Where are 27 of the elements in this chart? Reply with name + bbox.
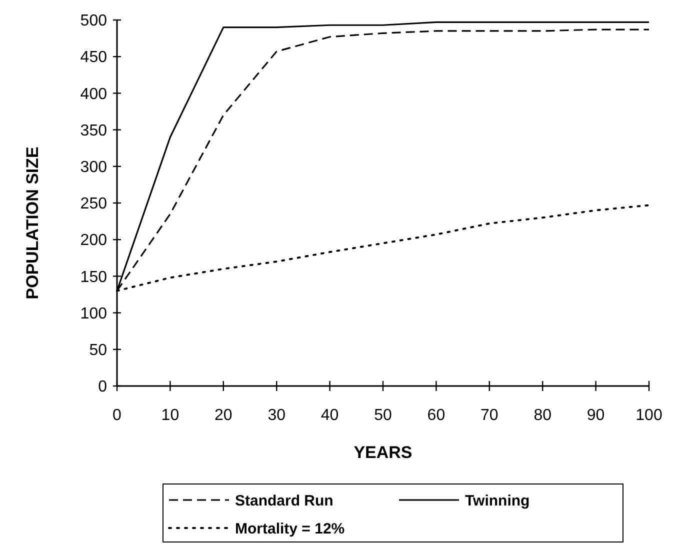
y-tick-label: 300: [80, 159, 108, 176]
y-tick-label: 150: [80, 268, 108, 286]
legend-label: Mortality = 12%: [235, 520, 345, 538]
y-axis-title: POPULATION SIZE: [23, 146, 42, 300]
y-tick-label: 500: [80, 12, 108, 30]
x-tick-label: 0: [112, 407, 122, 424]
y-tick-label: 100: [80, 305, 108, 322]
x-tick-label: 60: [427, 407, 446, 424]
x-tick-label: 90: [586, 407, 605, 424]
x-tick-label: 70: [480, 407, 498, 424]
x-tick-label: 100: [636, 407, 662, 424]
y-tick-label: 400: [80, 86, 108, 103]
y-tick-label: 200: [80, 232, 108, 250]
y-tick-label: 450: [80, 49, 108, 66]
y-tick-label: 250: [80, 196, 108, 213]
x-tick-label: 80: [534, 407, 552, 424]
x-tick-label: 50: [374, 407, 392, 424]
y-tick-label: 350: [80, 122, 108, 140]
y-tick-label: 0: [98, 378, 108, 396]
x-tick-label: 20: [214, 407, 232, 424]
x-tick-label: 40: [320, 407, 339, 424]
legend-label: Twinning: [465, 492, 530, 510]
x-axis-title: YEARS: [354, 443, 412, 462]
legend-label: Standard Run: [235, 492, 334, 510]
y-tick-label: 50: [89, 342, 108, 359]
x-tick-label: 30: [268, 407, 286, 424]
x-tick-label: 10: [161, 407, 180, 424]
